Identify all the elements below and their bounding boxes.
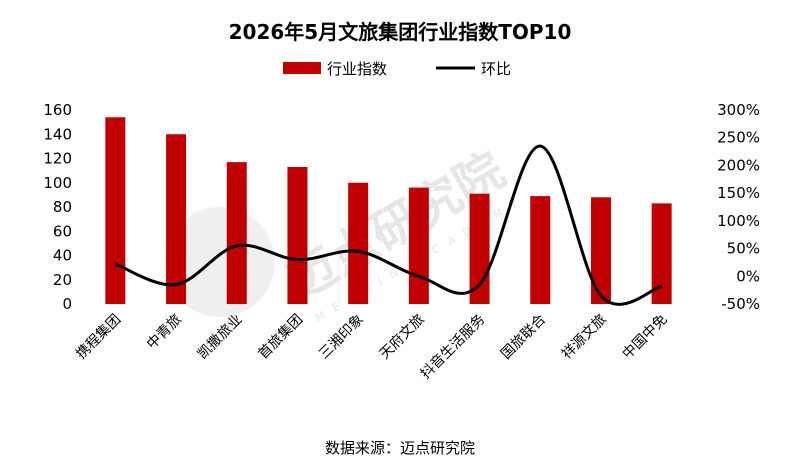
bar xyxy=(226,162,247,304)
legend-bar-label: 行业指数 xyxy=(327,60,387,78)
bar xyxy=(590,197,611,304)
category-label: 国旅联合 xyxy=(498,312,549,363)
bar xyxy=(105,117,126,305)
right-tick-label: 50% xyxy=(727,240,760,258)
legend-line-label: 环比 xyxy=(481,60,511,78)
category-label: 携程集团 xyxy=(73,311,125,363)
category-label: 中国中免 xyxy=(620,312,671,363)
bar xyxy=(287,166,308,304)
right-tick-label: 100% xyxy=(717,212,760,230)
left-tick-label: 60 xyxy=(53,222,72,240)
right-tick-label: 250% xyxy=(717,129,760,147)
category-label: 凯撒旅业 xyxy=(195,312,246,363)
right-axis: -50% 0% 50% 100% 150% 200% 250% 300% xyxy=(717,101,760,313)
left-axis: 0 20 40 60 80 100 120 140 160 xyxy=(43,101,72,313)
left-tick-label: 100 xyxy=(43,174,72,192)
right-tick-label: 300% xyxy=(717,101,760,119)
legend-bar-swatch xyxy=(283,62,321,74)
category-label: 中青旅 xyxy=(144,312,185,353)
legend: 行业指数 环比 xyxy=(283,60,511,78)
bar-series xyxy=(105,117,672,305)
data-source: 数据来源：迈点研究院 xyxy=(324,439,475,457)
line-series xyxy=(114,144,663,306)
line-path xyxy=(114,144,663,306)
left-tick-label: 20 xyxy=(53,271,72,289)
category-label: 祥源文旅 xyxy=(559,312,610,363)
left-tick-label: 160 xyxy=(43,101,72,119)
category-label: 天府文旅 xyxy=(377,312,428,363)
bar xyxy=(408,187,429,304)
bar xyxy=(530,196,551,304)
left-tick-label: 140 xyxy=(43,125,72,143)
left-tick-label: 120 xyxy=(43,150,72,168)
chart-title: 2026年5月文旅集团行业指数TOP10 xyxy=(228,20,572,44)
bar xyxy=(348,182,369,304)
right-tick-label: 0% xyxy=(736,267,760,285)
right-tick-label: 200% xyxy=(717,156,760,174)
right-tick-label: 150% xyxy=(717,184,760,202)
category-label: 抖音生活服务 xyxy=(417,311,488,382)
bar xyxy=(166,134,187,304)
left-tick-label: 80 xyxy=(53,198,72,216)
category-label: 首旅集团 xyxy=(255,311,307,363)
right-tick-label: -50% xyxy=(721,295,760,313)
left-tick-label: 0 xyxy=(62,295,72,313)
bar xyxy=(651,203,672,304)
left-tick-label: 40 xyxy=(53,247,72,265)
bar xyxy=(469,193,490,304)
